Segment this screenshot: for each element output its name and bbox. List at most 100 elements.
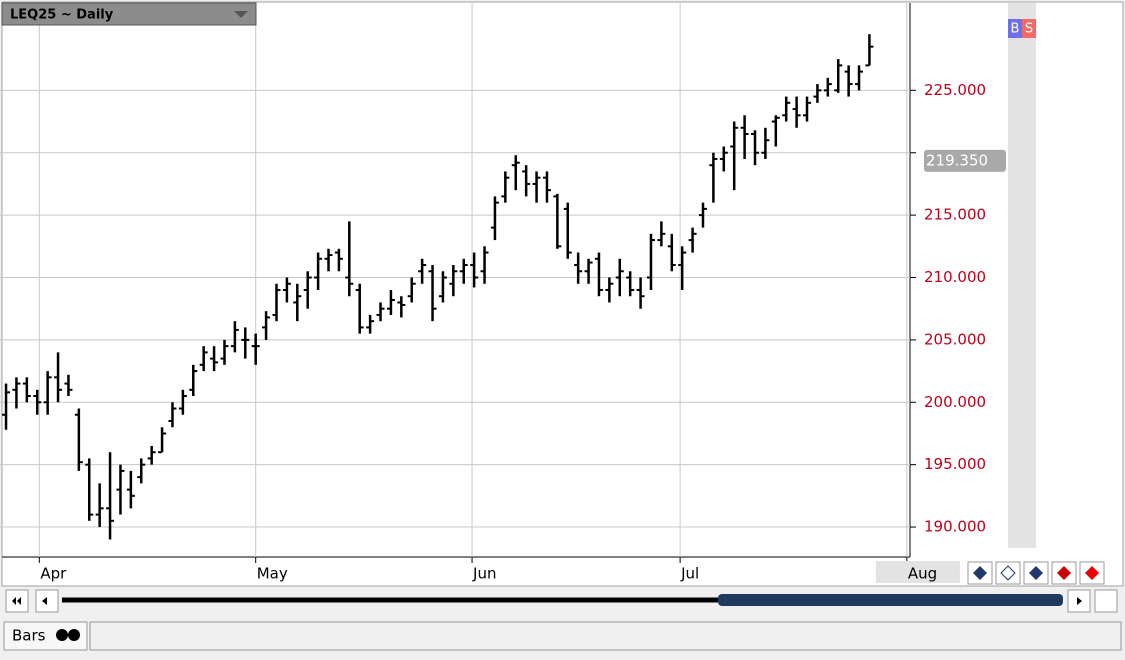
toolbar (967, 561, 1105, 585)
ohlc-bar (407, 277, 416, 303)
ohlc-bar (2, 383, 11, 430)
ohlc-bar (646, 233, 655, 290)
tool-icon (1000, 565, 1016, 581)
ohlc-bar (688, 227, 697, 253)
ohlc-bar (199, 346, 208, 372)
ohlc-bar (813, 84, 822, 103)
ohlc-bar (490, 196, 499, 241)
ohlc-bar (553, 193, 562, 249)
price-marker-bg (924, 149, 1006, 172)
ohlc-bar (511, 155, 520, 191)
scroll-thumb[interactable] (718, 594, 1063, 606)
ohlc-bar (563, 202, 572, 259)
ohlc-bar (397, 296, 406, 318)
y-tick-label: 225.000 (924, 81, 986, 99)
ohlc-bar (189, 364, 198, 397)
ohlc-bar (532, 171, 541, 203)
status-bar (89, 621, 1122, 651)
ohlc-bar (542, 171, 551, 203)
x-tick-label: Aug (908, 565, 937, 583)
ohlc-bar (251, 333, 260, 365)
ohlc-bar (834, 59, 843, 93)
ohlc-bar (116, 464, 125, 515)
tool-icon (1085, 566, 1099, 580)
ohlc-bar (345, 221, 354, 297)
ohlc-bar (605, 277, 614, 303)
ohlc-bar (574, 252, 583, 284)
ohlc-bar (64, 374, 73, 397)
tab-icon (68, 629, 80, 641)
status-tab-label: Bars (12, 627, 46, 645)
chart-panel (1, 1, 1124, 587)
ohlc-bar (438, 271, 447, 303)
ohlc-bar (522, 165, 531, 197)
ohlc-bar (147, 445, 156, 465)
ohlc-bar (657, 221, 666, 247)
ohlc-bar (855, 65, 864, 91)
ohlc-bar (33, 389, 42, 415)
ohlc-bar (95, 483, 104, 528)
ohlc-bar (272, 283, 281, 322)
ohlc-bar (366, 314, 375, 334)
ohlc-bar (667, 233, 676, 272)
ohlc-bar (865, 34, 874, 67)
price-marker-label: 219.350 (926, 151, 988, 169)
ohlc-bar (137, 458, 146, 484)
ohlc-bar (210, 346, 219, 372)
ohlc-bar (709, 152, 718, 203)
y-tick-label: 200.000 (924, 393, 986, 411)
x-tick-label: Jul (680, 565, 699, 583)
ohlc-bar (803, 96, 812, 122)
ohlc-bar (282, 277, 291, 303)
y-tick-label: 210.000 (924, 268, 986, 286)
ohlc-bar (501, 171, 510, 203)
ohlc-bar (230, 321, 239, 353)
tool-icon (1057, 566, 1071, 580)
ohlc-bar (792, 96, 801, 128)
ohlc-bar (158, 427, 167, 454)
side-strip (1008, 3, 1036, 548)
arrow-icon (12, 597, 21, 605)
ohlc-bar (74, 408, 83, 471)
y-tick-label: 205.000 (924, 330, 986, 348)
ohlc-bar (220, 339, 229, 365)
ohlc-bar (730, 121, 739, 191)
ohlc-bar (740, 115, 749, 159)
x-tick-label: Jun (472, 565, 496, 583)
scroll-end[interactable] (1094, 589, 1118, 613)
tool-icon (973, 566, 987, 580)
arrow-icon (42, 597, 47, 605)
dropdown-arrow[interactable] (234, 11, 248, 18)
ohlc-bar (771, 115, 780, 147)
ohlc-bar (54, 352, 63, 403)
ohlc-bar (106, 452, 115, 540)
ohlc-bar (168, 402, 177, 428)
ohlc-bar (85, 458, 94, 521)
buy-button[interactable] (1008, 19, 1022, 38)
ohlc-bar (636, 277, 645, 309)
ohlc-bar (470, 252, 479, 288)
ohlc-bar (355, 283, 364, 334)
ohlc-bar (418, 258, 427, 284)
ohlc-bar (844, 65, 853, 97)
ohlc-bar (12, 377, 21, 409)
ohlc-bar (719, 146, 728, 172)
arrow-icon (1077, 597, 1082, 605)
ohlc-bar (823, 77, 832, 97)
ohlc-bar (594, 252, 603, 297)
ohlc-bar (386, 289, 395, 315)
buy-label: B (1011, 22, 1020, 37)
ohlc-bar (761, 127, 770, 159)
tool-icon (1029, 566, 1043, 580)
y-tick-label: 190.000 (924, 518, 986, 536)
window-title: LEQ25 ~ Daily (10, 8, 114, 23)
ohlc-bar (314, 252, 323, 290)
x-label-bg (875, 561, 960, 583)
title-bar[interactable] (1, 2, 257, 26)
ohlc-bar (293, 283, 302, 322)
sell-button[interactable] (1022, 19, 1036, 38)
x-tick-label: May (257, 565, 288, 583)
x-tick-label: Apr (40, 565, 67, 583)
ohlc-bar (324, 248, 333, 272)
